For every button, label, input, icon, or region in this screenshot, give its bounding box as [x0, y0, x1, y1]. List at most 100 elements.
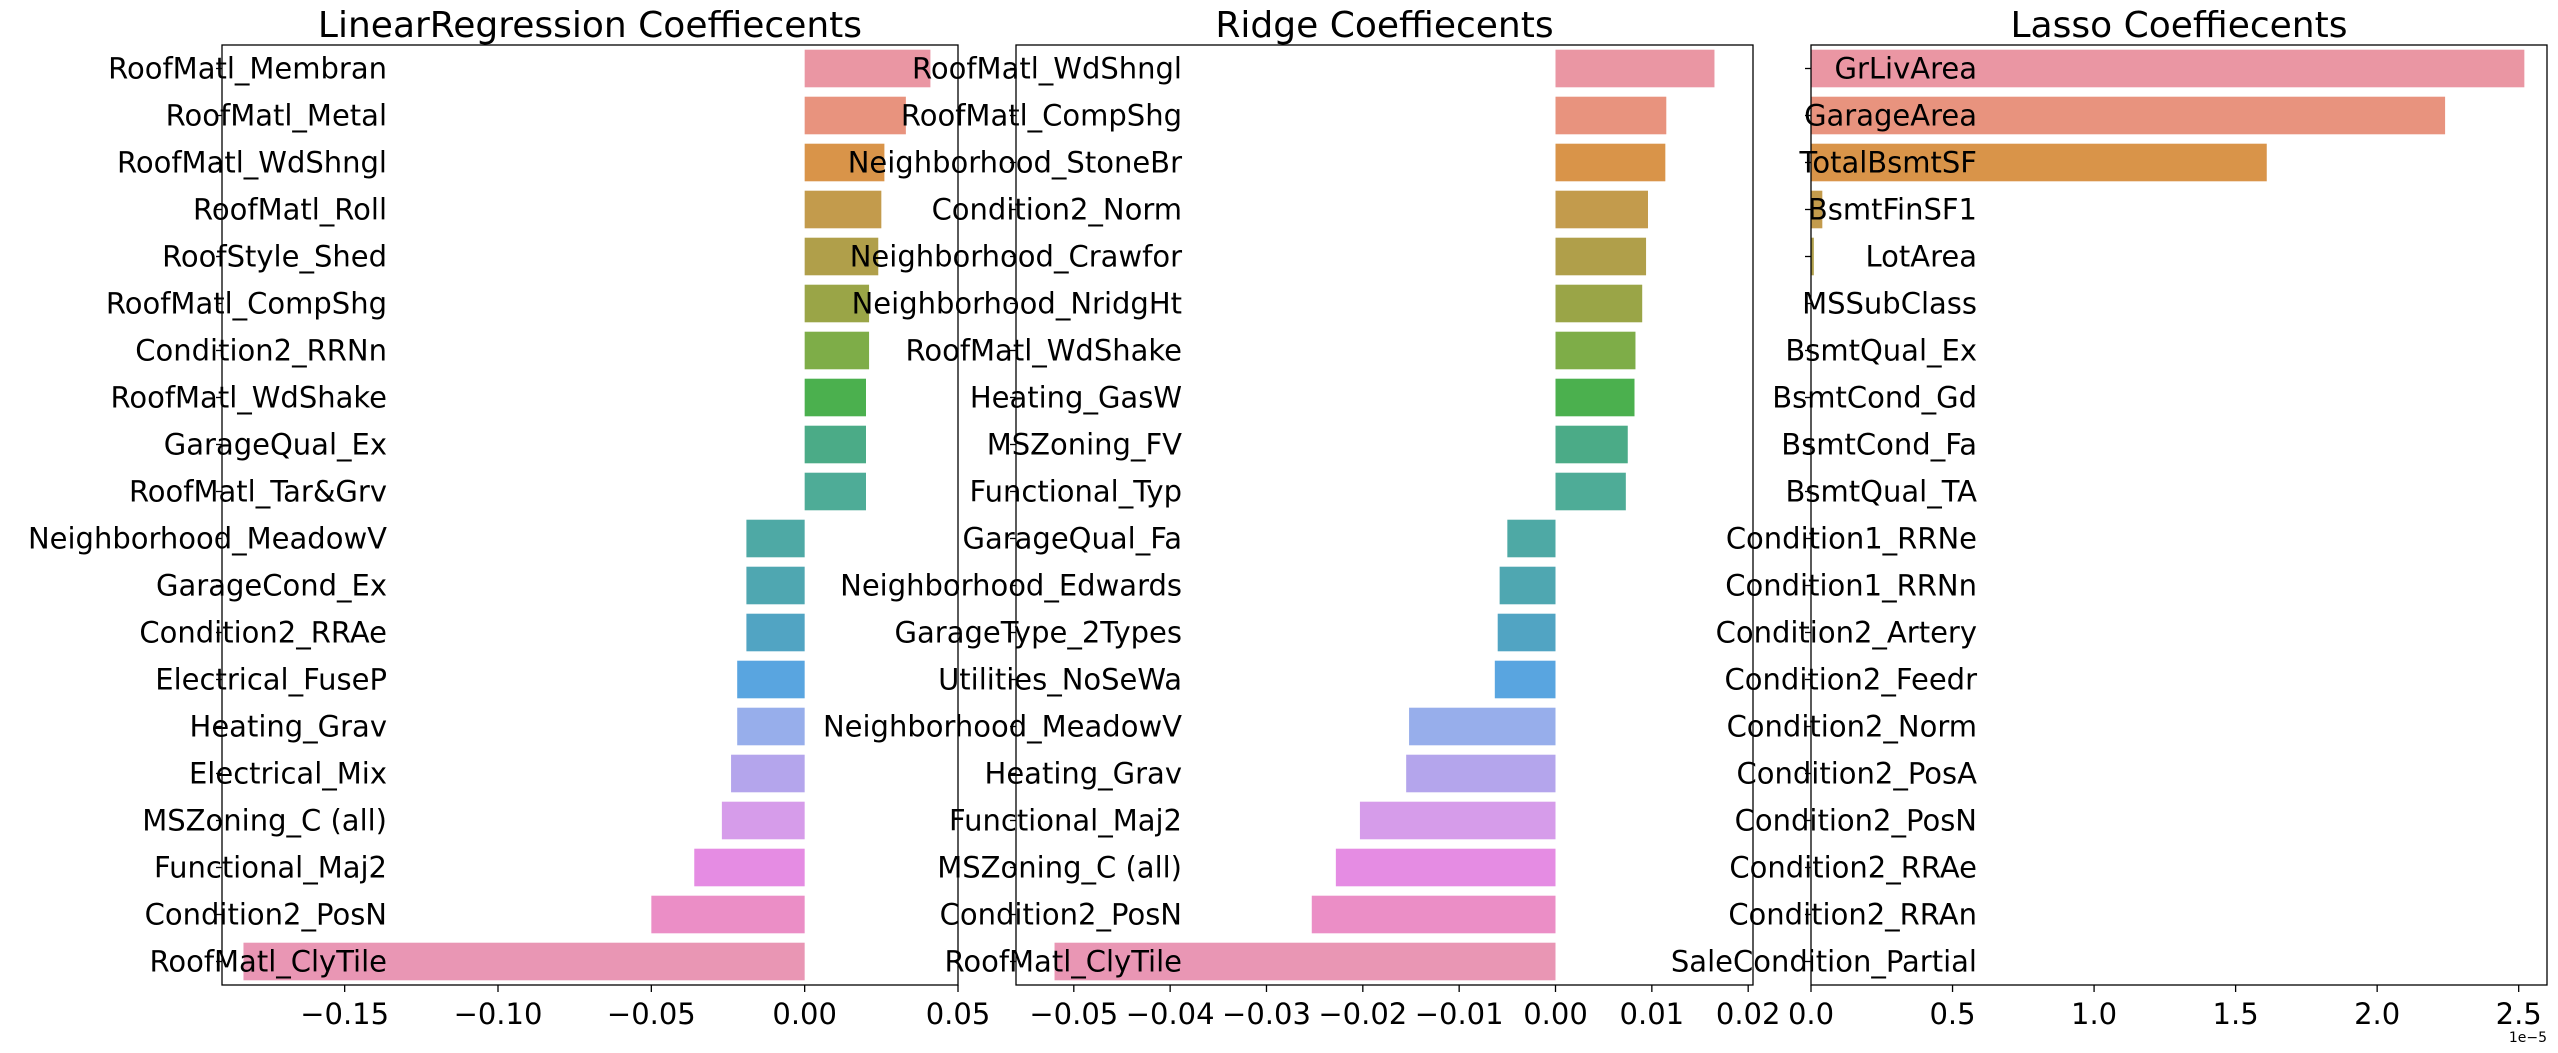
lasso-ytick-label: LotArea: [1866, 240, 1978, 274]
ridge-bar-11: [1507, 519, 1556, 558]
linreg-ytick-label: Condition2_RRNn: [135, 334, 387, 368]
linreg-bar-12: [746, 566, 805, 605]
lasso-bar-2: [1811, 96, 2446, 135]
linreg-ytick-label: Heating_Grav: [190, 710, 387, 744]
linreg-ytick-label: Neighborhood_MeadowV: [28, 522, 387, 556]
linreg-ytick-label: GarageCond_Ex: [156, 569, 387, 603]
ridge-xtick-label: −0.03: [1222, 997, 1311, 1031]
linreg-bar-4: [804, 190, 882, 229]
lasso-xtick-label: 2.5: [2496, 997, 2542, 1031]
linreg-xtick-label: 0.05: [926, 997, 991, 1031]
linreg-ytick-label: Functional_Maj2: [154, 851, 387, 885]
linreg-axes-frame: [221, 44, 959, 986]
lasso-bar-1: [1811, 49, 2525, 88]
ridge-ytick-label: MSZoning_C (all): [937, 851, 1182, 885]
linreg-ytick-label: RoofMatl_WdShngl: [117, 146, 387, 180]
lasso-ytick-label: Condition2_PosA: [1737, 757, 1978, 791]
ridge-bar-18: [1335, 848, 1556, 887]
linreg-ytick-label: RoofStyle_Shed: [162, 240, 387, 274]
linear-regression-panel: LinearRegression Coeffiecents RoofMatl_M…: [28, 5, 990, 1031]
ridge-ytick-label: Neighborhood_NridgHt: [852, 287, 1182, 321]
ridge-bar-7: [1555, 331, 1636, 370]
linreg-bar-9: [804, 425, 866, 464]
ridge-bar-9: [1555, 425, 1628, 464]
linreg-bar-8: [804, 378, 866, 417]
linreg-bar-11: [746, 519, 805, 558]
ridge-ytick-label: RoofMatl_ClyTile: [944, 945, 1182, 979]
ridge-ytick-label: RoofMatl_CompShg: [901, 99, 1182, 133]
lasso-ytick-label: TotalBsmtSF: [1799, 146, 1977, 180]
ridge-ytick-label: Condition2_Norm: [932, 193, 1182, 227]
ridge-ytick-label: Neighborhood_StoneBr: [848, 146, 1182, 180]
ridge-xtick-label: −0.02: [1318, 997, 1407, 1031]
ridge-ytick-label: Functional_Typ: [970, 475, 1182, 509]
ridge-ytick-label: Condition2_PosN: [940, 898, 1182, 932]
ridge-xtick-label: −0.04: [1126, 997, 1215, 1031]
lasso-ytick-label: Condition1_RRNe: [1726, 522, 1977, 556]
linreg-bar-5: [804, 237, 879, 276]
ridge-ytick-label: RoofMatl_WdShake: [905, 334, 1182, 368]
lasso-ytick-label: Condition2_Feedr: [1725, 663, 1978, 697]
linreg-ytick-label: RoofMatl_Tar&Grv: [129, 475, 387, 509]
ridge-xtick-label: 0.02: [1716, 997, 1781, 1031]
ridge-ytick-label: RoofMatl_WdShngl: [912, 52, 1182, 86]
linreg-bar-16: [731, 754, 805, 793]
lasso-ytick-label: GrLivArea: [1834, 52, 1977, 86]
lasso-xtick-label: 2.0: [2354, 997, 2400, 1031]
linreg-ytick-label: Electrical_Mix: [189, 757, 387, 791]
linreg-ytick-label: GarageQual_Ex: [164, 428, 387, 462]
lasso-xtick-label: 0.0: [1788, 997, 1834, 1031]
linreg-ytick-label: MSZoning_C (all): [142, 804, 387, 838]
lasso-ytick-label: Condition2_Norm: [1727, 710, 1977, 744]
ridge-xtick-label: 0.00: [1523, 997, 1588, 1031]
ridge-ytick-label: Neighborhood_Edwards: [840, 569, 1182, 603]
lasso-ytick-label: Condition2_Artery: [1716, 616, 1977, 650]
linreg-bar-6: [804, 284, 870, 323]
ridge-ytick-label: Heating_GasW: [970, 381, 1182, 415]
linreg-ytick-label: Condition2_PosN: [145, 898, 387, 932]
ridge-bar-6: [1555, 284, 1643, 323]
ridge-ytick-label: GarageType_2Types: [895, 616, 1182, 650]
lasso-xtick-label: 1.5: [2213, 997, 2259, 1031]
ridge-ytick-label: Functional_Maj2: [949, 804, 1182, 838]
ridge-bar-3: [1555, 143, 1666, 182]
ridge-ytick-label: GarageQual_Fa: [962, 522, 1182, 556]
linreg-xtick-label: −0.15: [300, 997, 389, 1031]
lasso-bar-4: [1811, 190, 1823, 229]
lasso-xtick-label: 0.5: [1929, 997, 1975, 1031]
ridge-bar-12: [1499, 566, 1556, 605]
ridge-bar-14: [1494, 660, 1556, 699]
lasso-ytick-label: SaleCondition_Partial: [1671, 945, 1977, 979]
linreg-bar-10: [804, 472, 866, 511]
linreg-ytick-label: RoofMatl_Roll: [193, 193, 387, 227]
lasso-ytick-label: BsmtQual_TA: [1786, 475, 1978, 509]
lasso-offset-label: 1e−5: [2509, 1030, 2547, 1046]
ridge-bar-15: [1409, 707, 1556, 746]
linreg-bar-2: [804, 96, 906, 135]
linreg-ytick-label: Condition2_RRAe: [139, 616, 387, 650]
ridge-bar-5: [1555, 237, 1647, 276]
lasso-title: Lasso Coeffiecents: [2011, 5, 2348, 46]
ridge-ytick-label: Utilities_NoSeWa: [938, 663, 1182, 697]
linreg-ytick-label: RoofMatl_Metal: [166, 99, 387, 133]
linreg-ytick-label: RoofMatl_CompShg: [106, 287, 387, 321]
ridge-xtick-label: 0.01: [1620, 997, 1685, 1031]
ridge-axes-frame: [1015, 44, 1754, 986]
lasso-ytick-label: GarageArea: [1804, 99, 1977, 133]
lasso-ytick-label: Condition2_RRAe: [1729, 851, 1977, 885]
ridge-bar-20: [1054, 942, 1556, 981]
lasso-ytick-label: BsmtQual_Ex: [1785, 334, 1977, 368]
linreg-xtick-label: 0.00: [772, 997, 837, 1031]
linreg-xtick-label: −0.05: [607, 997, 696, 1031]
linreg-ytick-label: Electrical_FuseP: [155, 663, 387, 697]
lasso-bar-5: [1811, 237, 1814, 276]
linreg-xtick-label: −0.10: [454, 997, 543, 1031]
lasso-ytick-label: MSSubClass: [1802, 287, 1977, 321]
lasso-bar-3: [1811, 143, 2267, 182]
lasso-ytick-label: BsmtCond_Gd: [1772, 381, 1977, 415]
lasso-ytick-label: Condition2_RRAn: [1728, 898, 1977, 932]
ridge-panel: Ridge Coeffiecents RoofMatl_WdShngl RoofM…: [823, 5, 1781, 1031]
ridge-title: Ridge Coeffiecents: [1215, 5, 1553, 46]
lasso-panel: Lasso Coeffiecents GrLivArea GarageArea To…: [1671, 5, 2548, 1046]
